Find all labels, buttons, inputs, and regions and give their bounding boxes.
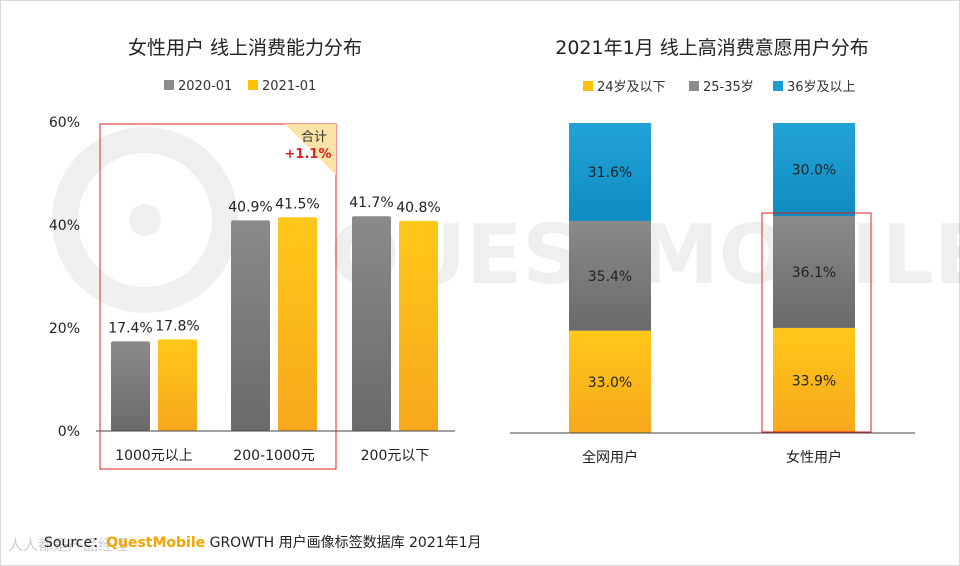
left-x-axis: 1000元以上 200-1000元 200元以下 bbox=[115, 448, 429, 464]
stack-segment-1-0 bbox=[569, 220, 651, 331]
legend-swatch-2021 bbox=[248, 80, 258, 90]
stack-segment-0-0 bbox=[569, 330, 651, 433]
callout-label: 合计 bbox=[301, 130, 327, 145]
source-prefix: Source： bbox=[44, 535, 107, 551]
stack-segment-1-1 bbox=[773, 216, 855, 328]
left-highlight-box bbox=[99, 123, 337, 470]
x-category-label: 全网用户 bbox=[582, 449, 638, 466]
y-tick-label: 40% bbox=[49, 218, 80, 234]
left-bars: 17.4% 17.8% 40.9% 41.5% 41.7% 40.8% bbox=[108, 195, 441, 431]
bar-value-label: 41.7% bbox=[349, 195, 393, 211]
corner-watermark: 人人都是产品经理 bbox=[8, 536, 129, 554]
x-category-label: 200-1000元 bbox=[233, 448, 314, 464]
source-brand: QuestMobile bbox=[106, 535, 206, 551]
callout-value: +1.1% bbox=[285, 147, 332, 162]
stack-segment-2-0 bbox=[569, 123, 651, 221]
callout-corner-shape bbox=[285, 124, 336, 175]
stack-value-label: 36.1% bbox=[792, 265, 836, 281]
legend-swatch-25-35 bbox=[689, 81, 699, 91]
bar-2020-0 bbox=[111, 341, 150, 431]
left-chart-title: 女性用户 线上消费能力分布 bbox=[128, 37, 362, 59]
legend-label-over36: 36岁及以上 bbox=[787, 80, 856, 95]
x-category-label: 女性用户 bbox=[786, 449, 842, 466]
left-y-axis: 0% 20% 40% 60% bbox=[49, 115, 80, 440]
y-tick-label: 20% bbox=[49, 321, 80, 337]
stack-value-label: 33.9% bbox=[792, 373, 836, 389]
left-legend: 2020-01 2021-01 bbox=[164, 79, 316, 94]
bar-2021-1 bbox=[278, 217, 317, 431]
source-text: GROWTH 用户画像标签数据库 2021年1月 bbox=[205, 535, 482, 551]
y-tick-label: 60% bbox=[49, 115, 80, 131]
source-note: Source：QuestMobile GROWTH 用户画像标签数据库 2021… bbox=[44, 532, 482, 552]
bar-value-label: 17.4% bbox=[108, 320, 152, 336]
legend-label-2020: 2020-01 bbox=[178, 79, 232, 94]
bar-2021-2 bbox=[399, 220, 438, 431]
x-category-label: 1000元以上 bbox=[115, 448, 193, 464]
legend-label-under24: 24岁及以下 bbox=[597, 80, 666, 95]
legend-swatch-2020 bbox=[164, 80, 174, 90]
stack-value-label: 31.6% bbox=[588, 165, 632, 181]
stack-value-label: 35.4% bbox=[588, 269, 632, 285]
right-highlight-box bbox=[761, 212, 872, 433]
bar-2020-2 bbox=[352, 216, 391, 431]
right-chart-title: 2021年1月 线上高消费意愿用户分布 bbox=[555, 37, 868, 59]
legend-swatch-under24 bbox=[583, 81, 593, 91]
stack-value-label: 30.0% bbox=[792, 163, 836, 179]
bar-2020-1 bbox=[231, 220, 270, 431]
total-callout: 合计 +1.1% bbox=[285, 124, 336, 175]
bar-2021-0 bbox=[158, 339, 197, 431]
legend-label-2021: 2021-01 bbox=[262, 79, 316, 94]
right-x-axis: 全网用户 女性用户 bbox=[582, 449, 842, 466]
bar-value-label: 17.8% bbox=[155, 318, 199, 334]
bar-value-label: 40.8% bbox=[396, 200, 440, 216]
stack-value-label: 33.0% bbox=[588, 375, 632, 391]
right-bars: 33.0% 35.4% 31.6% 33.9% 36.1% 30.0% bbox=[569, 123, 855, 433]
legend-swatch-over36 bbox=[773, 81, 783, 91]
stack-segment-0-1 bbox=[773, 327, 855, 433]
x-category-label: 200元以下 bbox=[361, 448, 430, 464]
bar-value-label: 40.9% bbox=[228, 199, 272, 215]
y-tick-label: 0% bbox=[58, 424, 80, 440]
bar-value-label: 41.5% bbox=[275, 196, 319, 212]
legend-label-25-35: 25-35岁 bbox=[703, 80, 754, 95]
right-legend: 24岁及以下 25-35岁 36岁及以上 bbox=[583, 80, 856, 95]
stack-segment-2-1 bbox=[773, 123, 855, 216]
